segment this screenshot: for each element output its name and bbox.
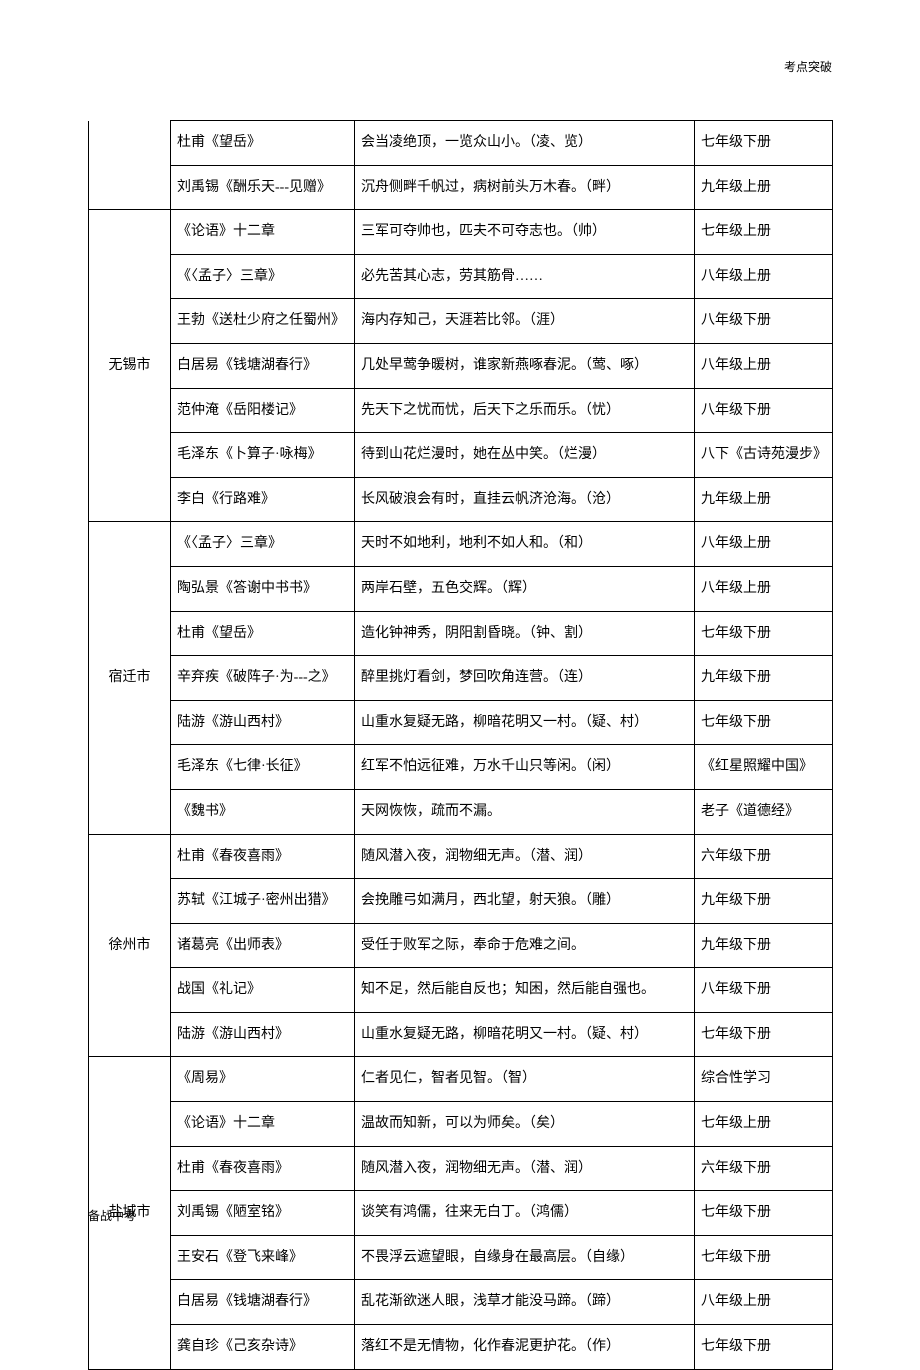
source-cell: 《魏书》 [171, 789, 355, 834]
city-cell: 徐州市 [89, 834, 171, 1057]
verse-cell: 待到山花烂漫时，她在丛中笑。（烂漫） [355, 433, 695, 478]
source-cell: 杜甫《望岳》 [171, 121, 355, 166]
source-cell: 苏轼《江城子·密州出猎》 [171, 879, 355, 924]
verse-cell: 几处早莺争暖树，谁家新燕啄春泥。（莺、啄） [355, 343, 695, 388]
verse-cell: 乱花渐欲迷人眼，浅草才能没马蹄。（蹄） [355, 1280, 695, 1325]
source-cell: 战国《礼记》 [171, 968, 355, 1013]
grade-cell: 九年级下册 [695, 879, 833, 924]
grade-cell: 八年级上册 [695, 522, 833, 567]
verse-cell: 谈笑有鸿儒，往来无白丁。（鸿儒） [355, 1191, 695, 1236]
verse-cell: 会当凌绝顶，一览众山小。（凌、览） [355, 121, 695, 166]
poetry-table: 杜甫《望岳》会当凌绝顶，一览众山小。（凌、览）七年级下册刘禹锡《酬乐天---见赠… [88, 120, 833, 1370]
grade-cell: 八年级上册 [695, 1280, 833, 1325]
verse-cell: 山重水复疑无路，柳暗花明又一村。（疑、村） [355, 1012, 695, 1057]
verse-cell: 红军不怕远征难，万水千山只等闲。（闲） [355, 745, 695, 790]
verse-cell: 三军可夺帅也，匹夫不可夺志也。（帅） [355, 210, 695, 255]
city-cell: 宿迁市 [89, 522, 171, 834]
grade-cell: 八年级下册 [695, 388, 833, 433]
verse-cell: 山重水复疑无路，柳暗花明又一村。（疑、村） [355, 700, 695, 745]
source-cell: 《〈孟子〉三章》 [171, 254, 355, 299]
verse-cell: 温故而知新，可以为师矣。（矣） [355, 1102, 695, 1147]
grade-cell: 七年级上册 [695, 1102, 833, 1147]
verse-cell: 沉舟侧畔千帆过，病树前头万木春。（畔） [355, 165, 695, 210]
source-cell: 白居易《钱塘湖春行》 [171, 343, 355, 388]
grade-cell: 七年级下册 [695, 611, 833, 656]
source-cell: 王安石《登飞来峰》 [171, 1235, 355, 1280]
verse-cell: 仁者见仁，智者见智。（智） [355, 1057, 695, 1102]
verse-cell: 天时不如地利，地利不如人和。（和） [355, 522, 695, 567]
grade-cell: 七年级下册 [695, 1235, 833, 1280]
grade-cell: 八年级下册 [695, 968, 833, 1013]
grade-cell: 八年级上册 [695, 566, 833, 611]
verse-cell: 先天下之忧而忧，后天下之乐而乐。（忧） [355, 388, 695, 433]
verse-cell: 海内存知己，天涯若比邻。（涯） [355, 299, 695, 344]
verse-cell: 受任于败军之际，奉命于危难之间。 [355, 923, 695, 968]
grade-cell: 九年级上册 [695, 477, 833, 522]
grade-cell: 七年级下册 [695, 1191, 833, 1236]
verse-cell: 天网恢恢，疏而不漏。 [355, 789, 695, 834]
grade-cell: 九年级下册 [695, 923, 833, 968]
source-cell: 辛弃疾《破阵子·为---之》 [171, 656, 355, 701]
source-cell: 杜甫《望岳》 [171, 611, 355, 656]
source-cell: 杜甫《春夜喜雨》 [171, 1146, 355, 1191]
source-cell: 陆游《游山西村》 [171, 1012, 355, 1057]
grade-cell: 七年级下册 [695, 121, 833, 166]
source-cell: 刘禹锡《酬乐天---见赠》 [171, 165, 355, 210]
verse-cell: 知不足，然后能自反也；知困，然后能自强也。 [355, 968, 695, 1013]
source-cell: 毛泽东《七律·长征》 [171, 745, 355, 790]
grade-cell: 八下《古诗苑漫步》 [695, 433, 833, 478]
source-cell: 李白《行路难》 [171, 477, 355, 522]
grade-cell: 九年级上册 [695, 165, 833, 210]
grade-cell: 六年级下册 [695, 834, 833, 879]
page-header-right: 考点突破 [784, 58, 832, 75]
grade-cell: 八年级上册 [695, 254, 833, 299]
grade-cell: 《红星照耀中国》 [695, 745, 833, 790]
verse-cell: 随风潜入夜，润物细无声。（潜、润） [355, 1146, 695, 1191]
verse-cell: 长风破浪会有时，直挂云帆济沧海。（沧） [355, 477, 695, 522]
source-cell: 范仲淹《岳阳楼记》 [171, 388, 355, 433]
city-cell [89, 121, 171, 210]
grade-cell: 七年级上册 [695, 210, 833, 255]
source-cell: 龚自珍《己亥杂诗》 [171, 1325, 355, 1370]
grade-cell: 七年级下册 [695, 700, 833, 745]
source-cell: 刘禹锡《陋室铭》 [171, 1191, 355, 1236]
source-cell: 《〈孟子〉三章》 [171, 522, 355, 567]
source-cell: 杜甫《春夜喜雨》 [171, 834, 355, 879]
grade-cell: 九年级下册 [695, 656, 833, 701]
city-cell: 无锡市 [89, 210, 171, 522]
verse-cell: 随风潜入夜，润物细无声。（潜、润） [355, 834, 695, 879]
verse-cell: 必先苦其心志，劳其筋骨…… [355, 254, 695, 299]
verse-cell: 会挽雕弓如满月，西北望，射天狼。（雕） [355, 879, 695, 924]
verse-cell: 不畏浮云遮望眼，自缘身在最高层。（自缘） [355, 1235, 695, 1280]
verse-cell: 落红不是无情物，化作春泥更护花。（作） [355, 1325, 695, 1370]
grade-cell: 七年级下册 [695, 1012, 833, 1057]
source-cell: 王勃《送杜少府之任蜀州》 [171, 299, 355, 344]
source-cell: 陶弘景《答谢中书书》 [171, 566, 355, 611]
grade-cell: 八年级上册 [695, 343, 833, 388]
source-cell: 白居易《钱塘湖春行》 [171, 1280, 355, 1325]
grade-cell: 七年级下册 [695, 1325, 833, 1370]
source-cell: 《论语》十二章 [171, 210, 355, 255]
grade-cell: 八年级下册 [695, 299, 833, 344]
source-cell: 陆游《游山西村》 [171, 700, 355, 745]
page-footer-left: 备战中考 [88, 1207, 136, 1224]
verse-cell: 两岸石壁，五色交辉。（辉） [355, 566, 695, 611]
grade-cell: 六年级下册 [695, 1146, 833, 1191]
grade-cell: 综合性学习 [695, 1057, 833, 1102]
source-cell: 诸葛亮《出师表》 [171, 923, 355, 968]
verse-cell: 造化钟神秀，阴阳割昏晓。（钟、割） [355, 611, 695, 656]
grade-cell: 老子《道德经》 [695, 789, 833, 834]
verse-cell: 醉里挑灯看剑，梦回吹角连营。（连） [355, 656, 695, 701]
source-cell: 《论语》十二章 [171, 1102, 355, 1147]
source-cell: 《周易》 [171, 1057, 355, 1102]
source-cell: 毛泽东《卜算子·咏梅》 [171, 433, 355, 478]
